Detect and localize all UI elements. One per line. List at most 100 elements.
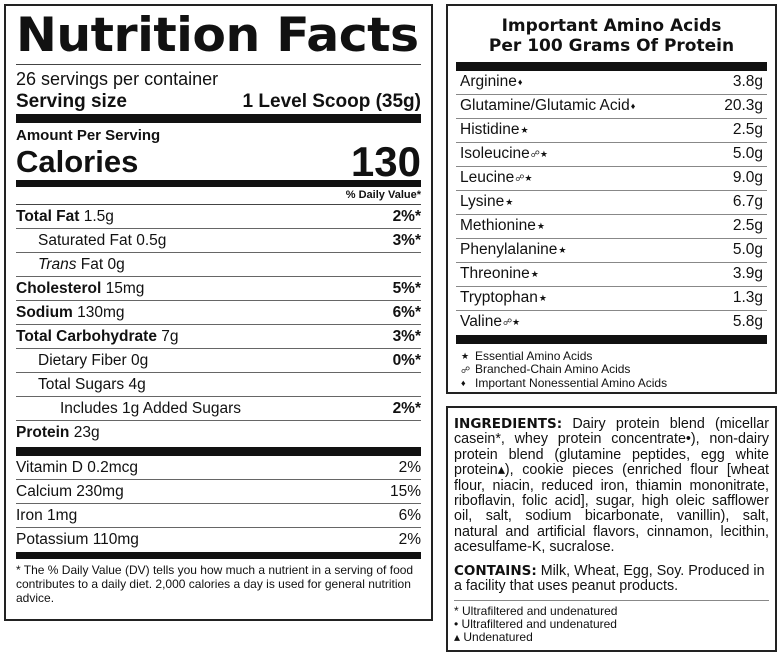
amino-name-group: Tryptophan★: [460, 287, 547, 310]
amino-row: Isoleucine☍★ 5.0g: [456, 143, 767, 167]
amino-row: Phenylalanine★ 5.0g: [456, 239, 767, 263]
ingredient-footnote: • Ultrafiltered and undenatured: [454, 617, 617, 632]
nutrient-label: Dietary Fiber: [38, 352, 127, 369]
amino-row: Histidine★ 2.5g: [456, 119, 767, 143]
amino-symbol-icon: ★: [530, 269, 539, 279]
nutrient-name-amount: Dietary Fiber 0g: [16, 349, 148, 372]
nutrient-label: Cholesterol: [16, 280, 102, 297]
amino-title-line1: Important Amino Acids: [501, 16, 722, 36]
amino-row: Tryptophan★ 1.3g: [456, 287, 767, 311]
amino-name: Methionine: [460, 217, 536, 235]
nutrient-row: Total Sugars 4g: [16, 373, 421, 397]
nutrient-label: Total Fat: [16, 208, 80, 225]
amino-row: Methionine★ 2.5g: [456, 215, 767, 239]
amino-value: 2.5g: [732, 217, 763, 234]
amino-row: Glutamine/Glutamic Acid♦ 20.3g: [456, 95, 767, 119]
nutrient-label: Fat: [80, 256, 104, 273]
amino-row: Threonine★ 3.9g: [456, 263, 767, 287]
nutrient-daily-value: 0%*: [392, 352, 421, 369]
nutrient-amount: 4g: [128, 376, 146, 393]
amino-name-group: Arginine♦: [460, 71, 522, 94]
amino-value: 1.3g: [732, 289, 763, 306]
legend-symbol-icon: ★: [461, 351, 470, 362]
thick-divider: [456, 335, 767, 344]
legend-symbol-icon: ☍: [461, 364, 471, 375]
legend-symbol-icon: ♦: [461, 377, 466, 388]
servings-per-container: 26 servings per container: [16, 69, 219, 89]
nutrient-amount: 23g: [73, 424, 100, 441]
nutrient-amount: 1g Added Sugars: [122, 400, 241, 417]
nutrient-name-amount: Total Sugars 4g: [16, 373, 146, 396]
amino-name-group: Phenylalanine★: [460, 239, 566, 262]
vitamin-name-amount: Vitamin D 0.2mcg: [16, 456, 138, 479]
amino-name: Leucine: [460, 169, 515, 187]
divider: [16, 64, 421, 65]
amino-value: 5.0g: [732, 145, 763, 162]
legend-item: ♦ Important Nonessential Amino Acids: [460, 376, 767, 390]
nutrient-name-amount: Total Carbohydrate 7g: [16, 325, 179, 348]
amino-row: Valine☍★ 5.8g: [456, 311, 767, 335]
amino-value: 3.9g: [732, 265, 763, 282]
amino-legend: ★ Essential Amino Acids ☍ Branched-Chain Am…: [456, 350, 767, 390]
vitamin-amount: 230mg: [76, 483, 124, 500]
amino-name-group: Leucine☍★: [460, 167, 532, 190]
amino-title: Important Amino Acids Per 100 Grams Of P…: [456, 16, 767, 56]
amino-acids-panel: Important Amino Acids Per 100 Grams Of P…: [446, 4, 777, 394]
nutrient-amount: 7g: [161, 328, 179, 345]
contains-label: CONTAINS:: [454, 562, 537, 579]
vitamin-label: Potassium: [16, 531, 89, 548]
nutrient-label: Total Sugars: [38, 376, 125, 393]
ingredients-list: Dairy protein blend (micellar casein*, w…: [454, 416, 769, 556]
nutrient-row: Trans Fat 0g: [16, 253, 421, 277]
amino-name-group: Lysine★: [460, 191, 513, 214]
thick-divider: [16, 552, 421, 559]
calories-label: Calories: [16, 144, 139, 179]
vitamin-daily-value: 2%: [398, 459, 421, 476]
amino-name: Glutamine/Glutamic Acid: [460, 97, 630, 115]
nutrient-amount: 0.5g: [136, 232, 167, 249]
amino-row: Arginine♦ 3.8g: [456, 71, 767, 95]
vitamin-name-amount: Potassium 110mg: [16, 528, 139, 552]
nutrient-row: Sodium 130mg 6%*: [16, 301, 421, 325]
legend-text: Branched-Chain Amino Acids: [475, 362, 631, 377]
amino-name: Arginine: [460, 73, 517, 91]
ingredients-panel: INGREDIENTS: Dairy protein blend (micell…: [446, 406, 777, 652]
nutrition-facts-panel: Nutrition Facts 26 servings per containe…: [4, 4, 433, 621]
amino-value: 3.8g: [732, 73, 763, 90]
nutrient-row: Total Fat 1.5g 2%*: [16, 205, 421, 229]
nutrient-amount: 0g: [107, 256, 125, 273]
nutrient-label: Protein: [16, 424, 70, 441]
amino-name-group: Histidine★: [460, 119, 529, 142]
vitamin-label: Iron: [16, 507, 43, 524]
calories-row: Calories 130: [16, 141, 421, 183]
amino-symbol-icon: ♦: [630, 101, 636, 111]
thick-divider: [16, 114, 421, 123]
nutrient-name-amount: Includes 1g Added Sugars: [16, 397, 241, 420]
nutrient-daily-value: 2%*: [392, 400, 421, 417]
daily-value-footnote: * The % Daily Value (DV) tells you how m…: [16, 563, 414, 605]
nutrient-name-amount: Total Fat 1.5g: [16, 205, 114, 228]
nutrient-row: Protein 23g: [16, 421, 421, 445]
serving-size-value: 1 Level Scoop (35g): [242, 91, 421, 112]
vitamin-row: Potassium 110mg 2%: [16, 528, 421, 552]
nutrient-name-amount: Trans Fat 0g: [16, 253, 125, 276]
nutrient-amount: 1.5g: [83, 208, 114, 225]
vitamin-name-amount: Calcium 230mg: [16, 480, 124, 503]
nutrient-amount: 15mg: [105, 280, 145, 297]
amino-name: Phenylalanine: [460, 241, 558, 259]
amino-name-group: Threonine★: [460, 263, 539, 286]
nutrient-row: Dietary Fiber 0g 0%*: [16, 349, 421, 373]
nutrient-row: Includes 1g Added Sugars 2%*: [16, 397, 421, 421]
amino-name-group: Valine☍★: [460, 311, 520, 335]
amino-name: Valine: [460, 313, 502, 331]
amino-symbol-icon: ♦: [517, 77, 523, 87]
amino-symbol-icon: ☍★: [502, 317, 521, 327]
ingredients-text: INGREDIENTS: Dairy protein blend (micell…: [454, 416, 769, 556]
nutrient-amount: 130mg: [77, 304, 125, 321]
contains-text: CONTAINS: Milk, Wheat, Egg, Soy. Produce…: [454, 562, 769, 595]
amino-name: Histidine: [460, 121, 520, 139]
amino-row: Leucine☍★ 9.0g: [456, 167, 767, 191]
amino-symbol-icon: ☍★: [515, 173, 533, 183]
amount-per-serving: Amount Per Serving: [16, 127, 161, 144]
ingredient-footnote: ▴ Undenatured: [454, 630, 533, 645]
